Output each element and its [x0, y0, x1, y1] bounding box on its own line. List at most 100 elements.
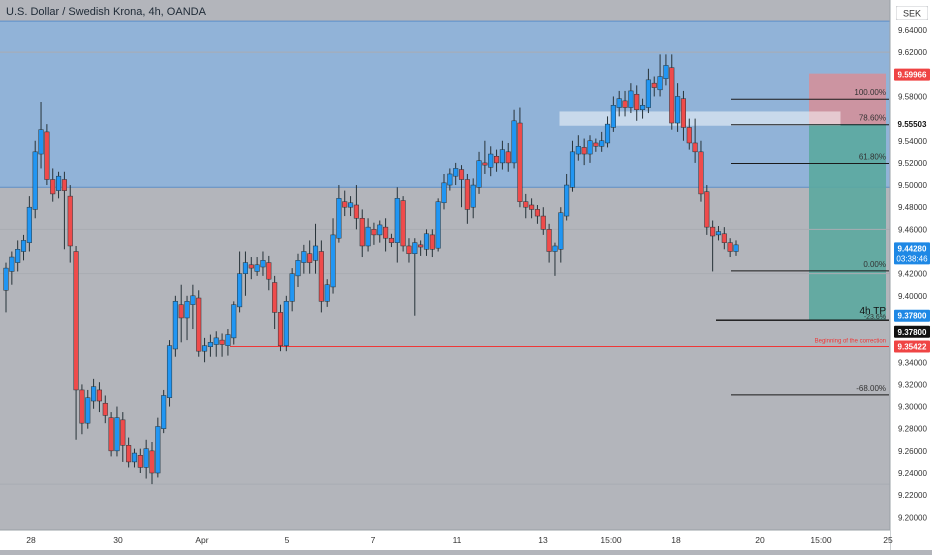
candle — [458, 169, 465, 180]
candle — [675, 96, 681, 124]
candle — [96, 389, 102, 402]
y-tick-label: 9.54000 — [898, 137, 927, 146]
fib-label: 78.60% — [859, 114, 886, 123]
candle — [91, 386, 97, 402]
candle — [20, 240, 27, 252]
candle — [196, 297, 202, 352]
tp-price-label: 9.37800 — [898, 312, 927, 321]
time-axis[interactable] — [0, 530, 890, 550]
candle — [161, 395, 167, 429]
candle — [593, 142, 599, 147]
candle — [266, 262, 272, 280]
candle — [488, 153, 494, 168]
y-tick-label: 9.42000 — [898, 270, 927, 279]
candle — [207, 342, 213, 347]
candle — [56, 175, 62, 191]
candle — [651, 82, 657, 88]
candle — [575, 146, 581, 155]
y-tick-label: 9.32000 — [898, 380, 927, 389]
candle — [540, 215, 546, 230]
candle — [79, 389, 85, 424]
candle — [348, 202, 354, 208]
candle — [657, 76, 663, 91]
candle — [260, 260, 266, 268]
y-tick-label: 9.34000 — [898, 358, 927, 367]
candle — [289, 273, 295, 302]
y-tick-label: 9.28000 — [898, 425, 927, 434]
candle — [721, 233, 727, 243]
tp-annotation: 4h TP — [860, 306, 887, 317]
fib-label: 61.80% — [859, 152, 886, 161]
x-tick-label: 15:00 — [600, 535, 622, 545]
candle — [277, 312, 284, 346]
candle — [634, 93, 640, 110]
candle — [447, 173, 453, 186]
x-tick-label: 5 — [285, 535, 290, 545]
candle — [231, 304, 237, 339]
candle — [283, 301, 289, 346]
candle — [441, 182, 447, 204]
candle — [692, 142, 698, 153]
candle — [85, 397, 91, 424]
candle — [558, 212, 564, 250]
y-tick-label: 9.24000 — [898, 469, 927, 478]
resistance-box — [559, 111, 841, 126]
candle — [342, 201, 348, 208]
chart-title: U.S. Dollar / Swedish Krona, 4h, OANDA — [6, 6, 206, 18]
fib-label: 0.00% — [863, 260, 886, 269]
candle — [359, 218, 365, 247]
candle — [569, 151, 576, 188]
stop-price-label: 9.59966 — [898, 71, 927, 80]
candle — [108, 417, 114, 452]
candle — [307, 253, 313, 263]
stop-price-label-bg — [894, 68, 930, 81]
tp-price-label-bg — [894, 309, 930, 322]
currency-chip[interactable]: SEK — [896, 6, 928, 20]
candle — [353, 204, 359, 219]
candle — [3, 267, 9, 291]
candle — [616, 98, 622, 108]
candle — [137, 455, 143, 468]
x-tick-label: 15:00 — [810, 535, 832, 545]
correction-price-label-bg — [894, 340, 930, 353]
candle — [184, 301, 190, 319]
candle — [143, 448, 149, 468]
candle — [470, 184, 476, 208]
x-tick-label: 20 — [755, 535, 765, 545]
candle — [599, 140, 605, 147]
candle — [698, 151, 704, 195]
candle — [149, 450, 155, 474]
candle — [120, 419, 126, 446]
candle — [476, 160, 482, 188]
supply-zone — [0, 21, 890, 188]
price-axis[interactable] — [890, 0, 932, 550]
candle — [400, 200, 406, 247]
candle — [61, 179, 67, 191]
x-tick-label: 7 — [371, 535, 376, 545]
y-tick-label: 9.26000 — [898, 447, 927, 456]
x-tick-label: 18 — [671, 535, 681, 545]
candle — [9, 256, 15, 272]
candle — [604, 123, 611, 144]
current-price-label: 9.44280 — [898, 244, 927, 253]
candle — [383, 226, 389, 239]
y-tick-label: 9.64000 — [898, 26, 927, 35]
candle — [464, 179, 470, 210]
candle — [225, 334, 231, 346]
candle — [587, 140, 593, 155]
candle — [312, 245, 319, 261]
candle — [529, 204, 535, 210]
candle — [242, 262, 248, 274]
candle — [371, 229, 377, 236]
candle — [435, 201, 441, 249]
y-tick-label: 9.48000 — [898, 203, 927, 212]
candle — [640, 105, 646, 110]
candle — [44, 131, 50, 180]
candle — [365, 226, 371, 247]
x-tick-label: 25 — [883, 535, 893, 545]
candle — [202, 345, 208, 352]
candle — [131, 452, 138, 463]
candle — [254, 264, 260, 272]
